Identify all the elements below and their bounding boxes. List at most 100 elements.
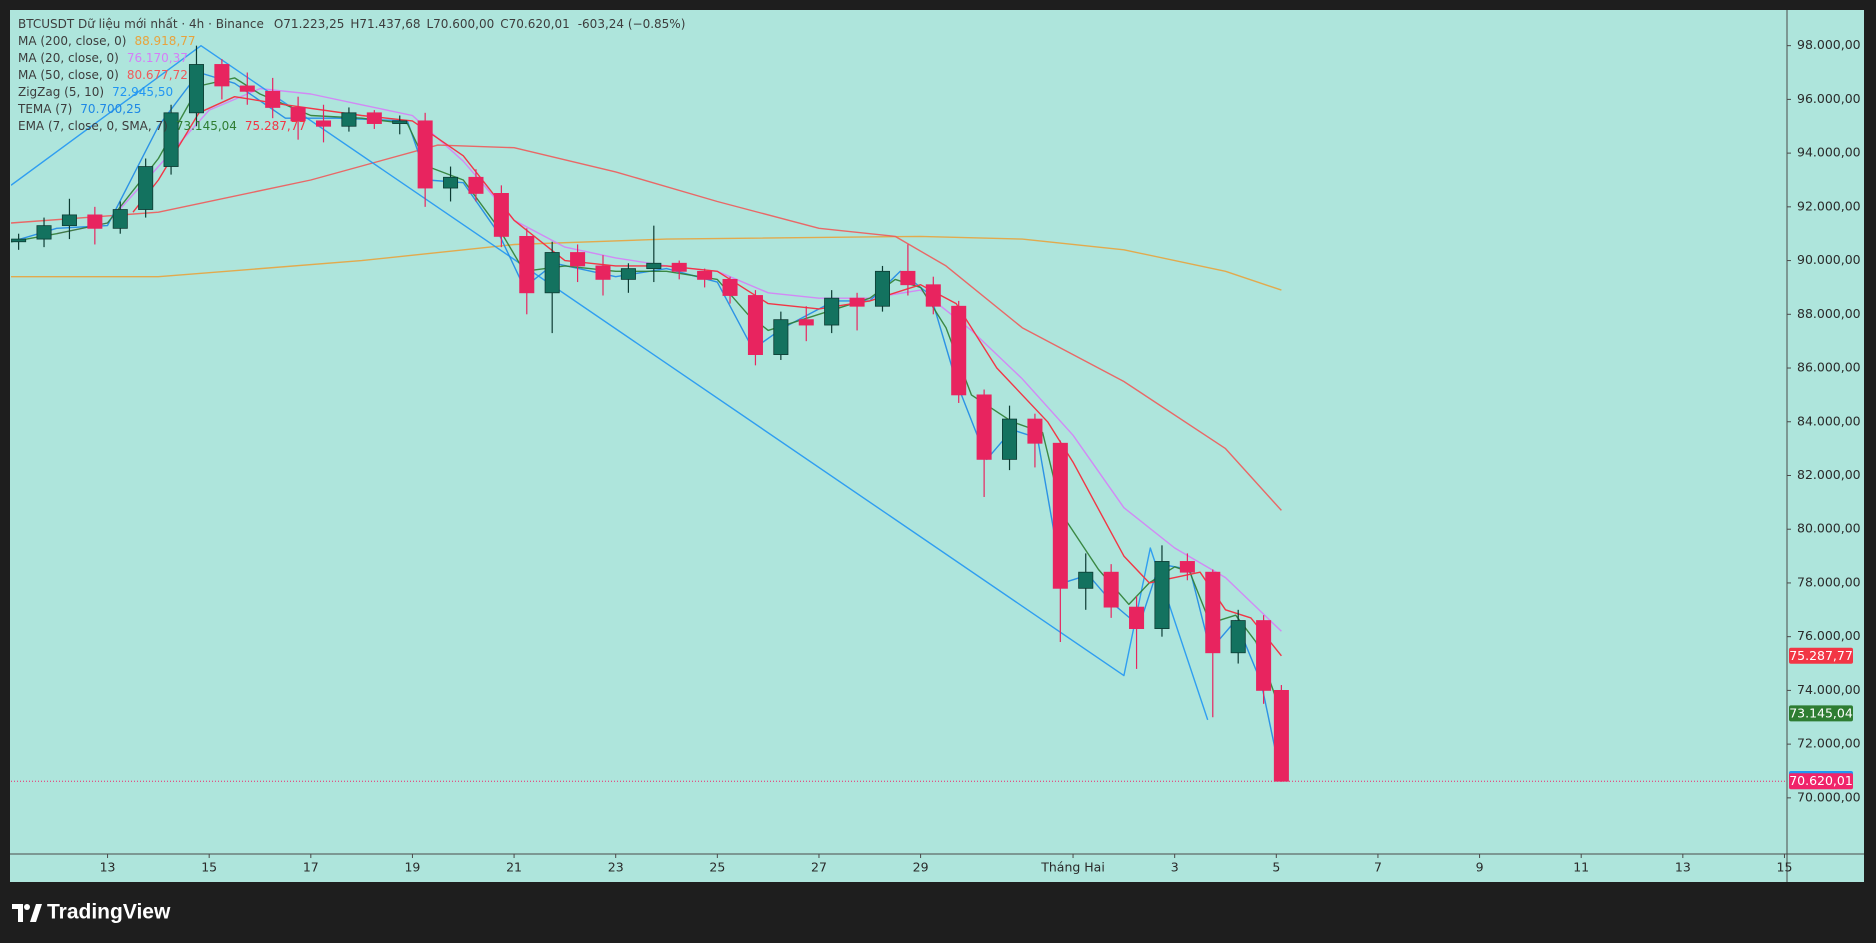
y-tick-label: 86.000,00 [1797, 360, 1861, 375]
candle-body [1052, 442, 1068, 589]
y-tick-label: 82.000,00 [1797, 467, 1861, 482]
candle-body [519, 235, 535, 294]
legend-entry: ZigZag (5, 10) 72.945,50 [18, 85, 173, 99]
header-text: O [274, 17, 283, 31]
header-text: L [426, 17, 433, 31]
legend-value: 80.677,72 [127, 68, 188, 82]
candle-body [1205, 571, 1221, 654]
candle-body [1027, 418, 1043, 444]
candle-body [138, 166, 154, 210]
candle-body [874, 270, 890, 307]
x-tick-label: 3 [1171, 860, 1179, 875]
candle-body [493, 193, 509, 237]
x-tick-label: 5 [1272, 860, 1280, 875]
candle-body [1103, 571, 1119, 608]
x-tick-label: 13 [1675, 860, 1691, 875]
legend-entry: MA (50, close, 0) 80.677,72 [18, 68, 188, 82]
legend-name: MA (50, close, 0) [18, 68, 119, 82]
legend-name: MA (200, close, 0) [18, 34, 126, 48]
logo-icon [24, 904, 30, 910]
legend-value: 72.945,50 [112, 85, 173, 99]
legend-entry: TEMA (7) 70.700,25 [17, 102, 141, 116]
price-label-box [1789, 705, 1853, 722]
logo-icon [30, 904, 42, 922]
header-text: 70.620,01 [509, 17, 570, 31]
y-tick-label: 84.000,00 [1797, 413, 1861, 428]
candle-body [976, 394, 992, 460]
y-tick-label: 74.000,00 [1797, 682, 1861, 697]
y-tick-label: 92.000,00 [1797, 198, 1861, 213]
candle-body [417, 120, 433, 189]
header-text: 71.437,68 [359, 17, 420, 31]
candle-body [163, 112, 179, 167]
y-tick-label: 78.000,00 [1797, 574, 1861, 589]
legend-value: 70.700,25 [80, 102, 141, 116]
candle-body [722, 278, 738, 296]
candle-body [951, 305, 967, 396]
logo-icon [12, 904, 23, 922]
candle-body [468, 176, 484, 194]
candle-body [1230, 620, 1246, 654]
legend-value: 73.145,04 [176, 119, 237, 133]
legend-value: 76.170,37 [127, 51, 188, 65]
logo-text: TradingView [47, 901, 171, 924]
candle-body [798, 319, 814, 326]
legend-name: ZigZag (5, 10) [18, 85, 104, 99]
candle-body [824, 297, 840, 326]
y-tick-label: 88.000,00 [1797, 306, 1861, 321]
candle-body [697, 270, 713, 280]
x-tick-label: 23 [608, 860, 624, 875]
candle-body [341, 112, 357, 127]
candle-body [188, 64, 204, 114]
legend-name: EMA (7, close, 0, SMA, 7) [18, 119, 168, 133]
price-label: 75.287,77 [1789, 648, 1853, 663]
candle-body [87, 214, 103, 229]
x-tick-label: 29 [913, 860, 929, 875]
candle-body [671, 262, 687, 272]
candle-body [849, 297, 865, 307]
legend-entry: EMA (7, close, 0, SMA, 7) 73.145,04 75.287… [18, 119, 306, 133]
y-tick-label: 76.000,00 [1797, 628, 1861, 643]
candle-body [366, 112, 382, 124]
logo: TradingView [12, 901, 171, 924]
candle-body [646, 262, 662, 270]
candle-body [620, 268, 636, 280]
price-label: 70.620,01 [1789, 773, 1853, 788]
candle-body [925, 284, 941, 307]
candle-body [1256, 620, 1272, 691]
y-tick-label: 72.000,00 [1797, 736, 1861, 751]
x-tick-label: 15 [1777, 860, 1793, 875]
x-tick-label: Tháng Hai [1040, 860, 1105, 875]
candle-body [544, 252, 560, 294]
header-text: -603,24 (−0.85%) [578, 17, 686, 31]
price-label-box [1789, 647, 1853, 664]
x-tick-label: 11 [1573, 860, 1589, 875]
header: BTCUSDT Dữ liệu mới nhất · 4h · Binance O… [18, 17, 685, 31]
candle-body [570, 252, 586, 267]
price-label: 73.145,04 [1789, 705, 1853, 720]
x-tick-label: 19 [404, 860, 420, 875]
candle-body [443, 176, 459, 189]
indicator-line [11, 235, 1282, 291]
x-tick-label: 7 [1374, 860, 1382, 875]
x-tick-label: 27 [811, 860, 827, 875]
candle-body [595, 265, 611, 280]
y-tick-label: 94.000,00 [1797, 145, 1861, 160]
x-tick-label: 9 [1476, 860, 1484, 875]
indicator-line [11, 144, 1282, 511]
price-label-box [1789, 773, 1853, 790]
y-tick-label: 90.000,00 [1797, 252, 1861, 267]
y-tick-label: 96.000,00 [1797, 91, 1861, 106]
y-tick-label: 80.000,00 [1797, 521, 1861, 536]
legend: MA (200, close, 0) 88.918,77 MA (20, close… [17, 34, 306, 133]
candle-body [265, 90, 281, 108]
legend-value: 88.918,77 [134, 34, 195, 48]
legend-entry: MA (200, close, 0) 88.918,77 [18, 34, 196, 48]
candle-body [900, 270, 916, 286]
candle-body [1129, 606, 1145, 630]
legend-name: TEMA (7) [17, 102, 72, 116]
axes: 70.000,00 72.000,00 74.000,00 76.000,00 78.0… [100, 37, 1861, 874]
legend-name: MA (20, close, 0) [18, 51, 119, 65]
header-text: H [350, 17, 359, 31]
